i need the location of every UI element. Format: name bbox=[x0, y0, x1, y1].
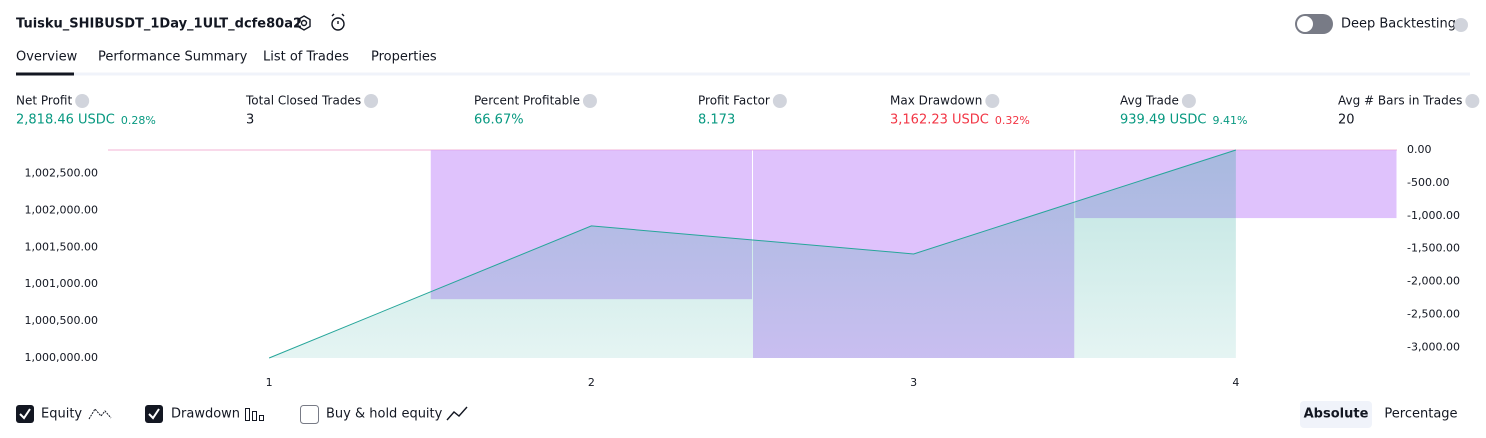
tab[interactable]: Performance Summary bbox=[98, 50, 248, 65]
drawdown-checkbox[interactable] bbox=[145, 405, 163, 423]
y-tick-label: 1,002,500.00 bbox=[25, 167, 98, 180]
info-icon bbox=[1465, 94, 1480, 108]
y2-tick-label: -2,500.00 bbox=[1407, 307, 1460, 320]
help-icon[interactable] bbox=[1454, 18, 1468, 32]
tab[interactable]: Overview bbox=[16, 50, 78, 65]
x-tick-label: 2 bbox=[588, 376, 595, 389]
equity-area bbox=[269, 150, 1236, 358]
toggle-knob bbox=[1297, 16, 1313, 32]
metric-percent: 0.28% bbox=[121, 114, 156, 127]
check bbox=[19, 408, 31, 420]
drawdown-legend: Drawdown bbox=[171, 407, 240, 422]
y2-tick-label: -500.00 bbox=[1407, 176, 1449, 189]
tab[interactable]: List of Trades bbox=[263, 50, 349, 65]
y-tick-label: 1,002,000.00 bbox=[25, 203, 98, 216]
y2-tick-label: -3,000.00 bbox=[1407, 340, 1460, 353]
y-tick-label: 1,000,000.00 bbox=[25, 351, 98, 364]
metric-value: 3 bbox=[246, 113, 254, 128]
equity-checkbox[interactable] bbox=[16, 405, 34, 423]
y2-tick-label: -1,000.00 bbox=[1407, 209, 1460, 222]
info-icon bbox=[364, 94, 379, 108]
metric-label: Percent Profitable bbox=[474, 94, 580, 108]
absolute-button[interactable] bbox=[1300, 401, 1372, 428]
y2-tick-label: -1,500.00 bbox=[1407, 242, 1460, 255]
metric-value: 20 bbox=[1338, 113, 1355, 128]
strategy-title: Tuisku_SHIBUSDT_1Day_1ULT_dcfe80a2 bbox=[16, 17, 302, 32]
equity-legend: Equity bbox=[41, 407, 82, 422]
buy-hold-checkbox[interactable] bbox=[300, 405, 319, 424]
buy-hold-label: Buy & hold equity bbox=[326, 407, 443, 422]
alert-icon[interactable] bbox=[331, 13, 345, 31]
metric-value: 2,818.46 USDC bbox=[16, 113, 115, 128]
metric-value: 8.173 bbox=[698, 113, 735, 128]
deep-backtesting-label: Deep Backtesting bbox=[1341, 17, 1456, 32]
metric-label: Total Closed Trades bbox=[245, 94, 361, 108]
metric-value: 939.49 USDC bbox=[1120, 113, 1206, 128]
check bbox=[148, 408, 160, 420]
y-tick-label: 1,001,000.00 bbox=[25, 277, 98, 290]
y-tick-label: 1,001,500.00 bbox=[25, 240, 98, 253]
metric-percent: 9.41% bbox=[1212, 114, 1247, 127]
info-icon bbox=[75, 94, 90, 108]
x-tick-label: 3 bbox=[910, 376, 917, 389]
x-tick-label: 4 bbox=[1232, 376, 1239, 389]
metric-label: Profit Factor bbox=[698, 94, 770, 108]
settings-icon[interactable] bbox=[297, 15, 311, 31]
info-icon bbox=[1181, 94, 1196, 108]
y2-tick-label: -2,000.00 bbox=[1407, 275, 1460, 288]
metric-label: Avg Trade bbox=[1120, 94, 1179, 108]
metric-value: 66.67% bbox=[474, 113, 524, 128]
metric-label: Net Profit bbox=[16, 94, 72, 108]
info-icon bbox=[985, 94, 1000, 108]
metric-value: 3,162.23 USDC bbox=[890, 113, 989, 128]
equity-icon bbox=[88, 408, 112, 420]
metric-percent: 0.32% bbox=[995, 114, 1030, 127]
absolute-label: Absolute bbox=[1304, 407, 1369, 422]
metric-label: Avg # Bars in Trades bbox=[1338, 94, 1462, 108]
y2-tick-label: 0.00 bbox=[1407, 143, 1432, 156]
percentage-button[interactable]: Percentage bbox=[1384, 407, 1457, 422]
equity-line bbox=[268, 149, 1237, 359]
drawdown-icon bbox=[245, 408, 264, 421]
x-tick-label: 1 bbox=[266, 376, 273, 389]
info-icon bbox=[582, 94, 597, 108]
tab[interactable]: Properties bbox=[371, 50, 437, 65]
metric-label: Max Drawdown bbox=[890, 94, 982, 108]
y-tick-label: 1,000,500.00 bbox=[25, 314, 98, 327]
buy-hold-icon bbox=[446, 406, 468, 421]
info-icon bbox=[772, 94, 787, 108]
